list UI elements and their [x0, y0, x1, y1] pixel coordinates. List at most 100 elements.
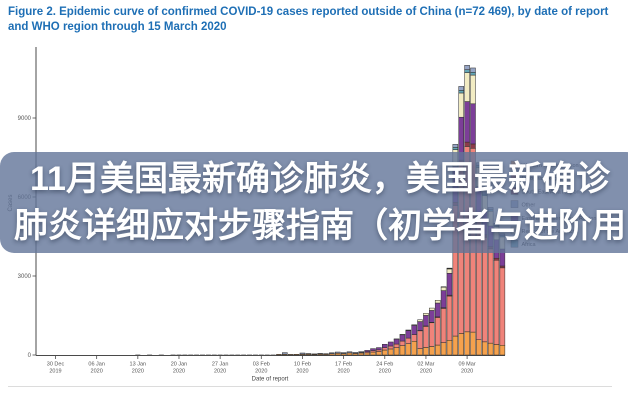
- y-tick-label: 3000: [18, 274, 32, 280]
- bar-segment: [434, 317, 441, 346]
- bar-segment: [399, 334, 406, 342]
- bar-segment: [399, 340, 406, 346]
- bar: [399, 334, 406, 356]
- bar: [135, 354, 141, 355]
- bar-segment: [405, 329, 412, 331]
- bar-segment: [440, 286, 447, 291]
- x-tick-label: 06 Jan: [88, 362, 105, 368]
- bar: [411, 324, 417, 356]
- bar: [393, 338, 400, 356]
- bar: [376, 347, 382, 356]
- bar: [293, 354, 300, 356]
- bar: [358, 351, 365, 356]
- bar: [235, 354, 241, 355]
- bar-segment: [458, 333, 464, 356]
- bar-segment: [376, 347, 382, 351]
- bar-segment: [493, 259, 500, 345]
- figure-title: Figure 2. Epidemic curve of confirmed CO…: [8, 6, 609, 33]
- bar-segment: [393, 347, 400, 356]
- bar: [217, 354, 223, 355]
- bar-segment: [452, 335, 459, 356]
- bar: [170, 354, 176, 355]
- bar-segment: [470, 143, 476, 149]
- bar-segment: [470, 72, 476, 76]
- bar-segment: [434, 344, 441, 356]
- bar-segment: [393, 338, 400, 345]
- bar-segment: [417, 348, 423, 356]
- bar-segment: [340, 353, 347, 356]
- bar: [446, 267, 453, 356]
- bar: [205, 354, 211, 355]
- x-tick-year: 2020: [214, 369, 226, 375]
- bar: [252, 354, 258, 355]
- bar-segment: [317, 353, 323, 356]
- bar-segment: [382, 347, 388, 351]
- x-tick-label: 09 Mar: [459, 362, 476, 368]
- x-tick-label: 03 Feb: [253, 362, 270, 368]
- x-axis-label: Date of report: [252, 377, 289, 383]
- bar: [194, 354, 200, 355]
- bar-segment: [440, 342, 447, 356]
- bar: [334, 351, 341, 356]
- bar-segment: [387, 345, 394, 350]
- bar: [299, 352, 306, 356]
- bar: [329, 352, 335, 356]
- x-tick-year: 2020: [91, 369, 103, 375]
- y-tick-label: 0: [28, 353, 32, 359]
- x-tick-year: 2020: [461, 369, 473, 375]
- x-tick-label: 20 Jan: [171, 362, 188, 368]
- bar: [264, 354, 270, 355]
- bar-segment: [458, 92, 464, 118]
- bar: [323, 353, 329, 356]
- bar-segment: [334, 351, 341, 354]
- bar-segment: [287, 354, 294, 356]
- bar-segment: [370, 348, 376, 351]
- bar-segment: [423, 315, 429, 327]
- bar-segment: [282, 352, 288, 355]
- bar-segment: [464, 101, 470, 143]
- bar-segment: [429, 310, 435, 323]
- bar-segment: [499, 265, 506, 269]
- x-tick-label: 02 Mar: [417, 362, 434, 368]
- bar-segment: [440, 308, 447, 343]
- x-tick-label: 24 Feb: [376, 362, 393, 368]
- bar: [182, 354, 188, 355]
- bar: [405, 329, 412, 356]
- bar: [223, 354, 229, 355]
- bar: [352, 352, 359, 356]
- bar-segment: [358, 351, 365, 353]
- headline-line-2: 肺炎详细应对步骤指南（初学者与进阶用: [14, 206, 626, 245]
- x-tick-year: 2020: [337, 369, 349, 375]
- bar-segment: [446, 273, 453, 296]
- bar-segment: [464, 141, 470, 147]
- bar-segment: [399, 345, 406, 356]
- bar-segment: [358, 352, 365, 356]
- x-tick-year: 2020: [173, 369, 185, 375]
- x-tick-year: 2020: [420, 369, 432, 375]
- bar-segment: [452, 147, 459, 150]
- bar: [387, 341, 394, 356]
- bar-segment: [411, 334, 417, 342]
- headline-overlay-band: 11月美国最新确诊肺炎，美国最新确诊 肺炎详细应对步骤指南（初学者与进阶用: [0, 152, 628, 253]
- bar-segment: [481, 341, 488, 356]
- bar-segment: [493, 257, 500, 261]
- bar: [440, 286, 447, 356]
- bar-segment: [434, 300, 441, 304]
- bar: [176, 354, 182, 355]
- bar-segment: [334, 353, 341, 356]
- bar-segment: [411, 324, 417, 326]
- x-tick-label: 30 Dec: [47, 362, 65, 368]
- x-tick-label: 13 Jan: [130, 362, 147, 368]
- bar: [147, 354, 153, 355]
- x-tick-year: 2019: [49, 369, 61, 375]
- bar-segment: [429, 346, 435, 356]
- bar-segment: [470, 74, 476, 105]
- bar: [434, 300, 441, 356]
- bar: [305, 353, 312, 356]
- bar: [429, 307, 435, 356]
- bar-segment: [346, 351, 353, 353]
- bar-segment: [452, 144, 459, 148]
- bar: [241, 354, 247, 355]
